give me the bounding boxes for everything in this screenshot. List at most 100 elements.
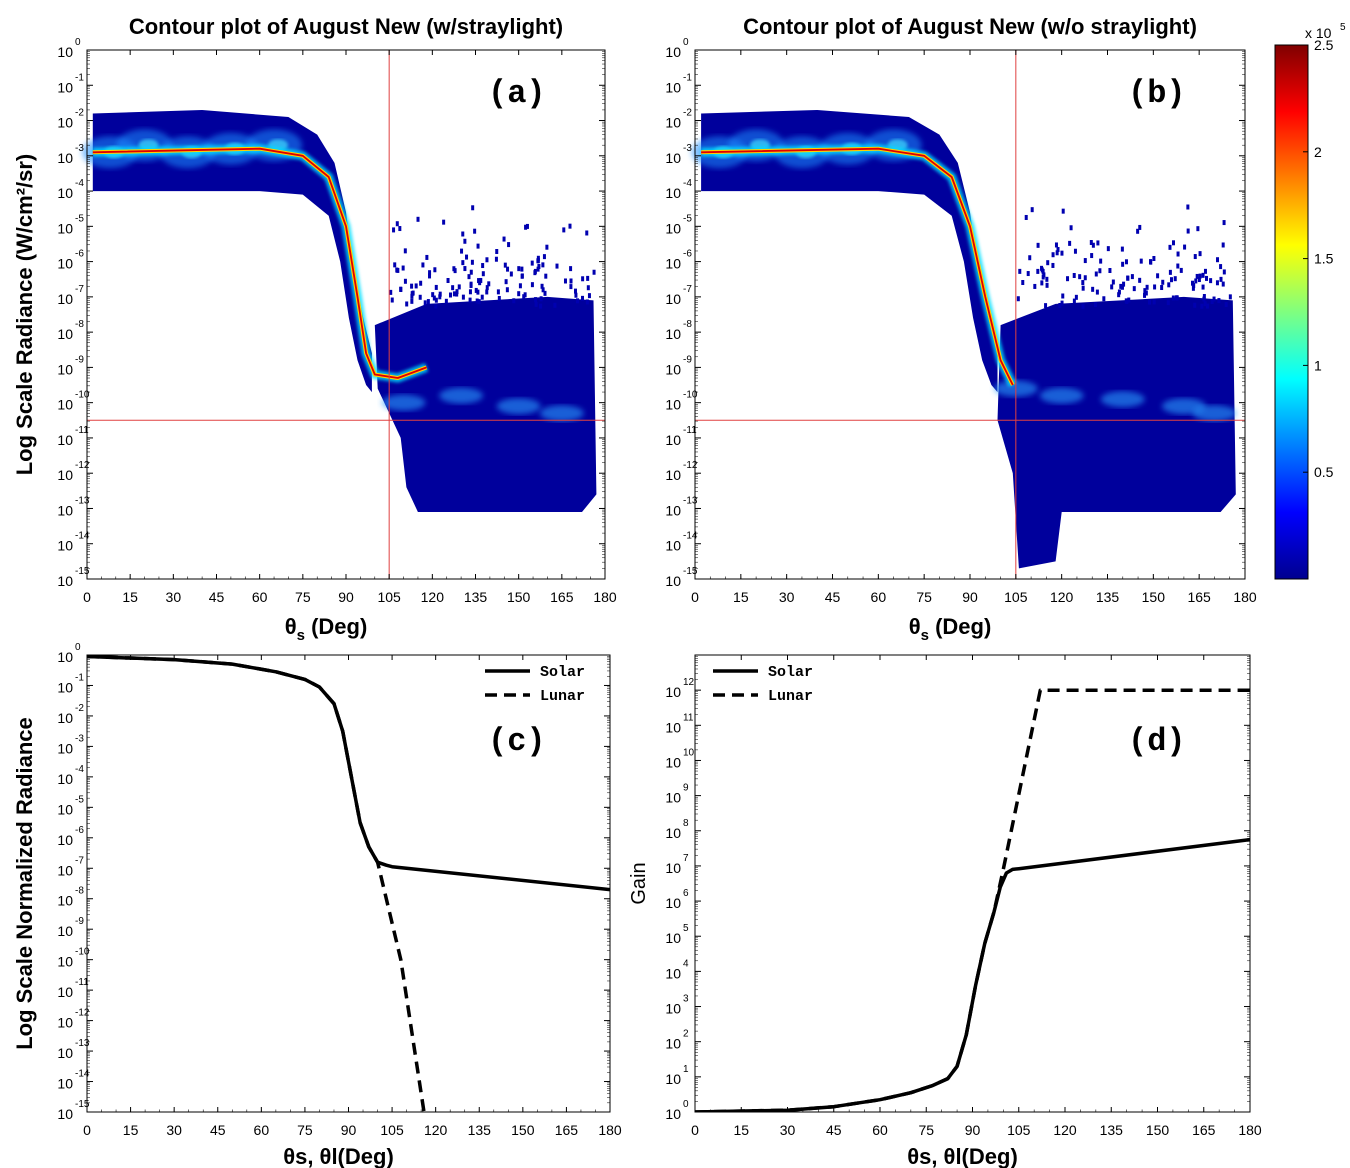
y-tick-exponent: -2 bbox=[683, 108, 692, 119]
scatter-pixel bbox=[520, 266, 524, 272]
chart-title-b: Contour plot of August New (w/o straylig… bbox=[743, 14, 1197, 39]
y-tick-label: 10 bbox=[57, 361, 73, 377]
y-tick-label: 10 bbox=[57, 1106, 73, 1122]
y-tick-exponent: 0 bbox=[75, 37, 81, 48]
scatter-pixel bbox=[1171, 240, 1175, 246]
scatter-pixel bbox=[1098, 268, 1102, 274]
y-tick-exponent: -7 bbox=[75, 855, 84, 866]
x-tick-label: 165 bbox=[1192, 1122, 1216, 1138]
scatter-pixel bbox=[581, 295, 585, 301]
y-tick-exponent: -8 bbox=[75, 319, 84, 330]
scatter-pixel bbox=[496, 289, 500, 295]
y-tick-label: 10 bbox=[57, 862, 73, 878]
scatter-pixel bbox=[1212, 296, 1216, 302]
scatter-pixel bbox=[576, 298, 580, 304]
y-tick-exponent: -6 bbox=[683, 249, 692, 260]
scatter-pixel bbox=[1060, 250, 1064, 256]
scatter-pixel bbox=[481, 263, 485, 269]
legend-label-lunar: Lunar bbox=[768, 688, 813, 705]
x-tick-label: 120 bbox=[421, 589, 445, 605]
y-tick-label: 10 bbox=[57, 1045, 73, 1061]
scatter-pixel bbox=[467, 274, 471, 280]
y-tick-exponent: -11 bbox=[683, 425, 697, 436]
scatter-pixel bbox=[540, 283, 544, 289]
scatter-pixel bbox=[1018, 268, 1022, 274]
scatter-pixel bbox=[1122, 281, 1126, 287]
scatter-pixel bbox=[1202, 296, 1206, 302]
y-tick-exponent: -12 bbox=[75, 1008, 90, 1019]
y-tick-label: 10 bbox=[665, 79, 681, 95]
y-tick-exponent: -3 bbox=[683, 143, 692, 154]
y-tick-exponent: -14 bbox=[75, 1069, 90, 1080]
scatter-pixel bbox=[434, 284, 438, 290]
y-tick-exponent: -1 bbox=[75, 72, 84, 83]
x-tick-label: 180 bbox=[1233, 589, 1257, 605]
scatter-pixel bbox=[1068, 240, 1072, 246]
y-tick-exponent: 10 bbox=[683, 747, 695, 758]
secondary-band-glow bbox=[381, 394, 426, 411]
scatter-pixel bbox=[1176, 263, 1180, 269]
scatter-pixel bbox=[1074, 294, 1078, 300]
scatter-pixel bbox=[479, 277, 483, 283]
x-tick-label: 135 bbox=[1100, 1122, 1124, 1138]
x-tick-label: 75 bbox=[295, 589, 311, 605]
scatter-pixel bbox=[1136, 228, 1140, 234]
scatter-pixel bbox=[585, 299, 589, 305]
scatter-pixel bbox=[544, 273, 548, 279]
scatter-pixel bbox=[1156, 273, 1160, 279]
x-tick-label: 60 bbox=[872, 1122, 888, 1138]
scatter-pixel bbox=[398, 226, 402, 232]
scatter-pixel bbox=[431, 292, 435, 298]
y-tick-label: 10 bbox=[665, 1001, 681, 1017]
y-tick-label: 10 bbox=[57, 954, 73, 970]
scatter-pixel bbox=[434, 303, 438, 309]
scatter-pixel bbox=[1160, 285, 1164, 291]
y-tick-exponent: -1 bbox=[683, 72, 692, 83]
scatter-pixel bbox=[534, 297, 538, 303]
scatter-pixel bbox=[1108, 268, 1112, 274]
scatter-pixel bbox=[438, 291, 442, 297]
x-tick-label: 150 bbox=[1146, 1122, 1170, 1138]
scatter-pixel bbox=[495, 249, 499, 255]
x-tick-label: 90 bbox=[965, 1122, 981, 1138]
scatter-pixel bbox=[1228, 294, 1232, 300]
scatter-pixel bbox=[530, 260, 534, 266]
scatter-pixel bbox=[1201, 272, 1205, 278]
scatter-pixel bbox=[562, 227, 566, 233]
scatter-pixel bbox=[1222, 220, 1226, 226]
y-tick-exponent: -10 bbox=[75, 947, 90, 958]
colorbar bbox=[1274, 44, 1309, 580]
x-tick-label: 150 bbox=[507, 589, 531, 605]
y-tick-exponent: -7 bbox=[75, 284, 84, 295]
scatter-pixel bbox=[419, 280, 423, 286]
y-tick-label: 10 bbox=[665, 291, 681, 307]
scatter-pixel bbox=[1148, 299, 1152, 305]
x-tick-label: 75 bbox=[916, 589, 932, 605]
scatter-pixel bbox=[1191, 285, 1195, 291]
scatter-pixel bbox=[473, 228, 477, 234]
series-line-solar bbox=[87, 655, 610, 892]
scatter-pixel bbox=[1028, 255, 1032, 261]
scatter-pixel bbox=[438, 294, 442, 300]
scatter-pixel bbox=[1090, 253, 1094, 259]
scatter-pixel bbox=[1120, 284, 1124, 290]
scatter-pixel bbox=[1222, 269, 1226, 275]
scatter-pixel bbox=[536, 258, 540, 264]
scatter-pixel bbox=[425, 254, 429, 260]
scatter-pixel bbox=[1036, 268, 1040, 274]
scatter-pixel bbox=[573, 288, 577, 294]
scatter-pixel bbox=[1139, 258, 1143, 264]
scatter-pixel bbox=[399, 287, 403, 293]
scatter-pixel bbox=[1168, 244, 1172, 250]
scatter-pixel bbox=[1081, 285, 1085, 291]
y-tick-label: 10 bbox=[665, 220, 681, 236]
panel-label-b: (b) bbox=[1128, 75, 1186, 112]
x-tick-label: 30 bbox=[779, 589, 795, 605]
x-tick-label: 135 bbox=[464, 589, 488, 605]
scatter-pixel bbox=[497, 295, 501, 301]
scatter-pixel bbox=[410, 298, 414, 304]
scatter-pixel bbox=[1051, 262, 1055, 268]
y-tick-label: 10 bbox=[57, 502, 73, 518]
scatter-pixel bbox=[1161, 279, 1165, 285]
